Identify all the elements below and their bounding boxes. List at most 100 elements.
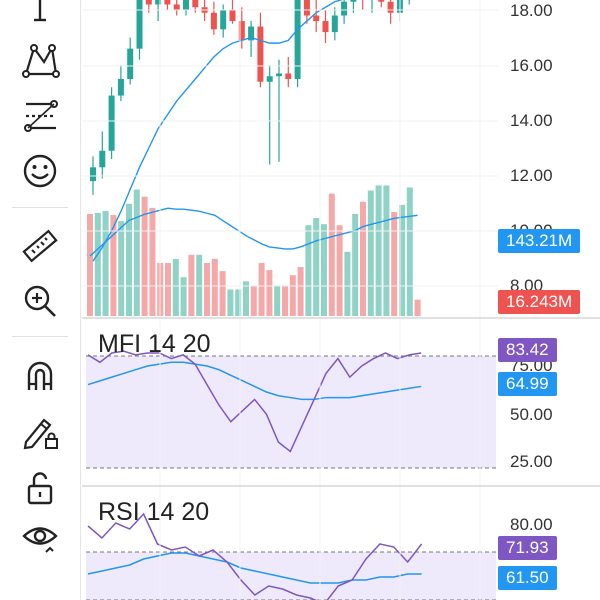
- candle-body: [331, 15, 338, 33]
- oscillator-ma-line: [87, 552, 422, 584]
- candle-body: [378, 0, 385, 2]
- oscillator-line: [87, 512, 423, 600]
- oscillator-line: [87, 350, 422, 453]
- mfi-value-badge: 83.42: [498, 338, 557, 362]
- candle-body: [155, 0, 162, 5]
- candle-body: [192, 0, 199, 8]
- candle-body: [136, 0, 143, 49]
- magnet-tool[interactable]: [14, 352, 66, 400]
- volume-bar: [375, 185, 382, 316]
- volume-bar: [266, 270, 273, 316]
- visibility-tool[interactable]: [14, 513, 66, 561]
- candle-body: [303, 0, 310, 16]
- lock-drawing-tool[interactable]: [14, 408, 66, 456]
- emoji-tool[interactable]: [14, 147, 66, 195]
- oscillator-ma-line: [87, 361, 422, 401]
- candle-body: [210, 12, 217, 30]
- vertical-line-icon: [34, 0, 46, 22]
- candle-body: [266, 76, 273, 82]
- volume-bar: [211, 258, 218, 316]
- volume-bar: [305, 225, 312, 316]
- volume-bar: [141, 196, 148, 316]
- mfi-axis-label: 25.00: [510, 452, 553, 471]
- vertical-line-tool[interactable]: [14, 0, 66, 34]
- volume-bar: [336, 225, 343, 316]
- volume-bar: [126, 203, 132, 316]
- price-pane: [87, 0, 421, 316]
- volume-bar: [414, 299, 421, 316]
- toolbar-divider: [12, 207, 68, 208]
- volume-bar: [282, 285, 288, 316]
- zoom-in-icon: [24, 285, 56, 317]
- price-axis-label: 14.00: [510, 111, 553, 130]
- candle-body: [108, 95, 115, 151]
- candle-body: [127, 48, 134, 79]
- volume-bar: [196, 254, 203, 316]
- zoom-in-tool[interactable]: [14, 277, 66, 325]
- volume-bar: [360, 201, 366, 316]
- volume-bar: [149, 207, 156, 316]
- candle-body: [276, 73, 282, 77]
- ruler-icon: [22, 229, 58, 263]
- volume-bar: [243, 281, 249, 316]
- candle-body: [183, 0, 189, 10]
- volume-bar: [313, 218, 320, 316]
- mfi-pane: [86, 350, 496, 469]
- fib-icon: [24, 100, 58, 132]
- rsi-axis-label: 80.00: [510, 515, 553, 534]
- candle-body: [350, 0, 357, 2]
- price-ma-line: [92, 0, 344, 262]
- volume-bar: [328, 193, 335, 316]
- candle-body: [145, 0, 152, 5]
- volume-bar: [188, 254, 195, 316]
- unlock-icon: [27, 472, 53, 505]
- candle-body: [341, 1, 348, 16]
- rsi-ma-badge: 61.50: [498, 566, 557, 590]
- lock-pencil-icon: [23, 418, 58, 450]
- volume-bar: [165, 262, 171, 316]
- candle-body: [90, 167, 96, 182]
- volume-bar: [258, 262, 265, 316]
- rsi-value-badge: 71.93: [498, 536, 557, 560]
- price-axis-label: 16.00: [510, 56, 553, 75]
- volume-bar: [274, 285, 281, 316]
- candle-body: [294, 0, 301, 80]
- candle-body: [257, 26, 264, 82]
- volume-bar: [399, 204, 405, 316]
- volume-bar: [110, 215, 117, 316]
- rsi-pane: [86, 512, 496, 600]
- volume-bar: [367, 190, 374, 316]
- volume-bar: [133, 189, 140, 316]
- mfi-title[interactable]: MFI 14 20: [98, 330, 211, 358]
- volume-bar: [289, 275, 296, 316]
- ruler-tool[interactable]: [14, 222, 66, 270]
- rsi-title[interactable]: RSI 14 20: [98, 498, 210, 526]
- volume-bar: [406, 187, 413, 316]
- candle-body: [99, 150, 106, 168]
- volume-ma-line: [89, 207, 418, 257]
- volume-bar: [94, 212, 101, 316]
- mfi-ma-badge: 64.99: [498, 372, 557, 396]
- volume-bar: [180, 277, 187, 316]
- last-volume-badge: 16.243M: [498, 290, 581, 314]
- eye-icon: [22, 527, 58, 553]
- volume-bar: [250, 286, 257, 316]
- volume-bar: [352, 214, 359, 316]
- candle-body: [173, 4, 180, 10]
- fib-tool[interactable]: [14, 92, 66, 140]
- volume-bar: [344, 251, 351, 316]
- magnet-icon: [27, 361, 53, 390]
- pattern-tool[interactable]: [14, 36, 66, 84]
- volume-bar: [235, 289, 242, 316]
- unlock-tool[interactable]: [14, 464, 66, 512]
- volume-bar: [297, 267, 304, 316]
- volume-bar: [118, 221, 125, 316]
- volume-bar: [219, 271, 226, 316]
- candle-body: [220, 10, 227, 30]
- volume-bar: [102, 210, 109, 316]
- candle-body: [117, 79, 124, 96]
- price-axis-label: 12.00: [510, 166, 553, 185]
- volume-bar: [172, 258, 179, 316]
- volume-bar: [204, 262, 210, 316]
